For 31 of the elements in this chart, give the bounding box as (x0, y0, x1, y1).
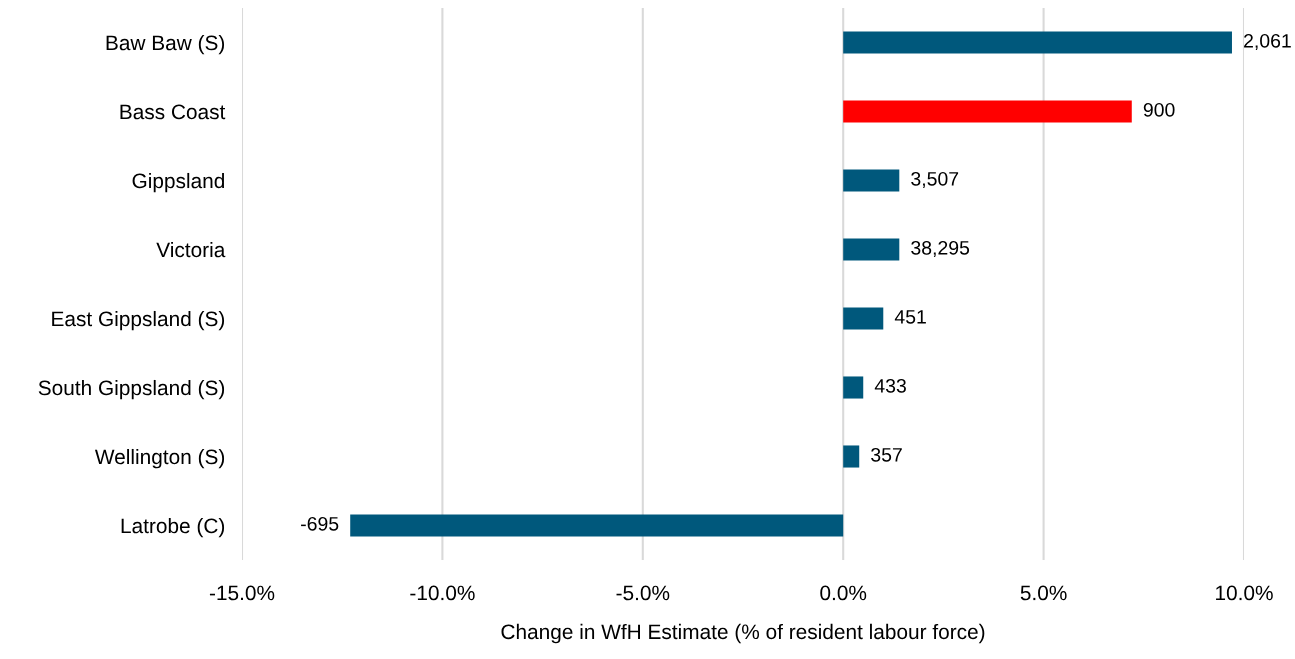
y-tick-label: Baw Baw (S) (106, 34, 225, 55)
x-tick-label: 5.0% (1020, 585, 1067, 601)
bar (843, 445, 860, 468)
bar (843, 100, 1132, 123)
annotation: -695 (301, 516, 339, 531)
y-tick-label: Victoria (156, 241, 226, 258)
x-axis-title: Change in WfH Estimate (% of resident labour force) (501, 623, 985, 644)
annotation: 433 (874, 378, 906, 393)
annotation: 2,061 (1244, 33, 1291, 51)
bar (843, 376, 864, 399)
x-tick-label: -5.0% (616, 585, 670, 601)
y-tick-label: Gippsland (132, 172, 224, 193)
annotation: 38,295 (911, 240, 970, 258)
x-tick-label: -10.0% (410, 585, 475, 601)
y-tick-label: East Gippsland (S) (52, 310, 225, 331)
bar (843, 169, 900, 192)
annotation: 357 (871, 447, 902, 462)
bar (843, 31, 1232, 54)
annotation: 900 (1143, 102, 1175, 117)
y-tick-label: Latrobe (C) (121, 517, 225, 538)
y-tick-label: South Gippsland (S) (38, 379, 225, 400)
annotation: 451 (894, 310, 926, 324)
x-tick-label: -15.0% (209, 585, 275, 601)
y-tick-label: Wellington (S) (94, 448, 225, 469)
bar (350, 514, 844, 537)
bar (843, 238, 900, 261)
y-tick-label: Bass Coast (120, 104, 226, 120)
bar (843, 307, 884, 330)
annotation: 3,507 (911, 171, 959, 189)
x-tick-label: 10.0% (1216, 585, 1273, 601)
x-tick-label: 0.0% (820, 585, 867, 601)
